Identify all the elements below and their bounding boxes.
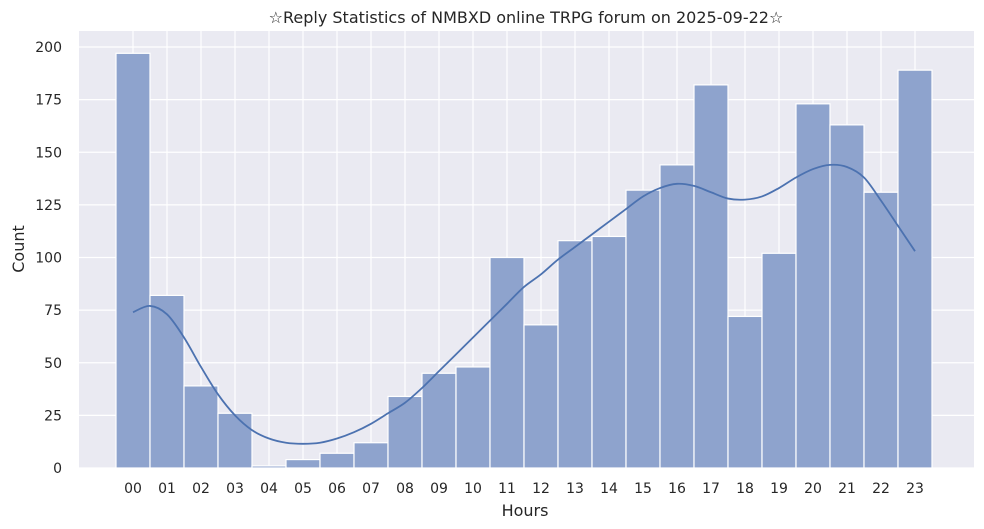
bars — [115, 52, 933, 469]
x-tick-label: 01 — [158, 481, 176, 497]
x-tick-label: 20 — [804, 481, 822, 497]
chart-title: ☆Reply Statistics of NMBXD online TRPG f… — [269, 8, 784, 27]
x-tick-label: 17 — [702, 481, 720, 497]
bar-11 — [489, 256, 525, 469]
bar-12 — [523, 324, 559, 469]
x-tick-label: 07 — [362, 481, 380, 497]
y-tick-label: 125 — [35, 198, 62, 214]
bar-14 — [591, 235, 627, 469]
x-tick-labels: 00 01 02 03 04 05 06 07 08 09 10 11 12 13 14 15 16 17 18 19… — [124, 481, 924, 497]
bar-17 — [693, 84, 729, 469]
x-tick-label: 06 — [328, 481, 346, 497]
bar-02 — [183, 385, 219, 469]
bar-22 — [863, 191, 899, 469]
x-tick-label: 10 — [464, 481, 482, 497]
bar-18 — [727, 315, 763, 469]
bar-05 — [285, 458, 321, 469]
y-tick-label: 100 — [35, 251, 62, 267]
y-tick-labels: 0 25 50 75 100 125 150 175 200 — [35, 40, 62, 477]
x-tick-label: 08 — [396, 481, 414, 497]
bar-10 — [455, 366, 491, 469]
x-tick-label: 16 — [668, 481, 686, 497]
bar-20 — [795, 103, 831, 469]
bar-00 — [115, 52, 151, 469]
x-tick-label: 14 — [600, 481, 618, 497]
bar-06 — [319, 452, 355, 469]
bar-15 — [625, 189, 661, 469]
x-axis-title: Hours — [502, 501, 549, 520]
y-tick-label: 175 — [35, 93, 62, 109]
x-tick-label: 03 — [226, 481, 244, 497]
x-tick-label: 11 — [498, 481, 516, 497]
bar-13 — [557, 240, 593, 469]
x-tick-label: 15 — [634, 481, 652, 497]
x-tick-label: 19 — [770, 481, 788, 497]
x-tick-label: 23 — [906, 481, 924, 497]
bar-08 — [387, 395, 423, 469]
y-axis-title: Count — [9, 225, 28, 273]
bar-04 — [251, 465, 287, 469]
x-tick-label: 12 — [532, 481, 550, 497]
bar-21 — [829, 124, 865, 469]
bar-23 — [897, 69, 933, 469]
y-tick-label: 50 — [44, 356, 62, 372]
x-tick-label: 13 — [566, 481, 584, 497]
x-tick-label: 02 — [192, 481, 210, 497]
y-tick-label: 200 — [35, 40, 62, 56]
bar-16 — [659, 164, 695, 469]
bar-09 — [421, 372, 457, 469]
kde-line — [132, 163, 916, 445]
x-tick-label: 22 — [872, 481, 890, 497]
bar-03 — [217, 412, 253, 469]
x-tick-label: 05 — [294, 481, 312, 497]
bar-07 — [353, 442, 389, 469]
x-tick-label: 04 — [260, 481, 278, 497]
x-tick-label: 00 — [124, 481, 142, 497]
y-tick-label: 25 — [44, 408, 62, 424]
y-tick-label: 150 — [35, 145, 62, 161]
kde-curve — [132, 163, 916, 445]
bar-01 — [149, 294, 185, 469]
y-tick-label: 75 — [44, 303, 62, 319]
bar-19 — [761, 252, 797, 469]
x-tick-label: 09 — [430, 481, 448, 497]
x-tick-label: 21 — [838, 481, 856, 497]
y-tick-label: 0 — [53, 461, 62, 477]
x-tick-label: 18 — [736, 481, 754, 497]
